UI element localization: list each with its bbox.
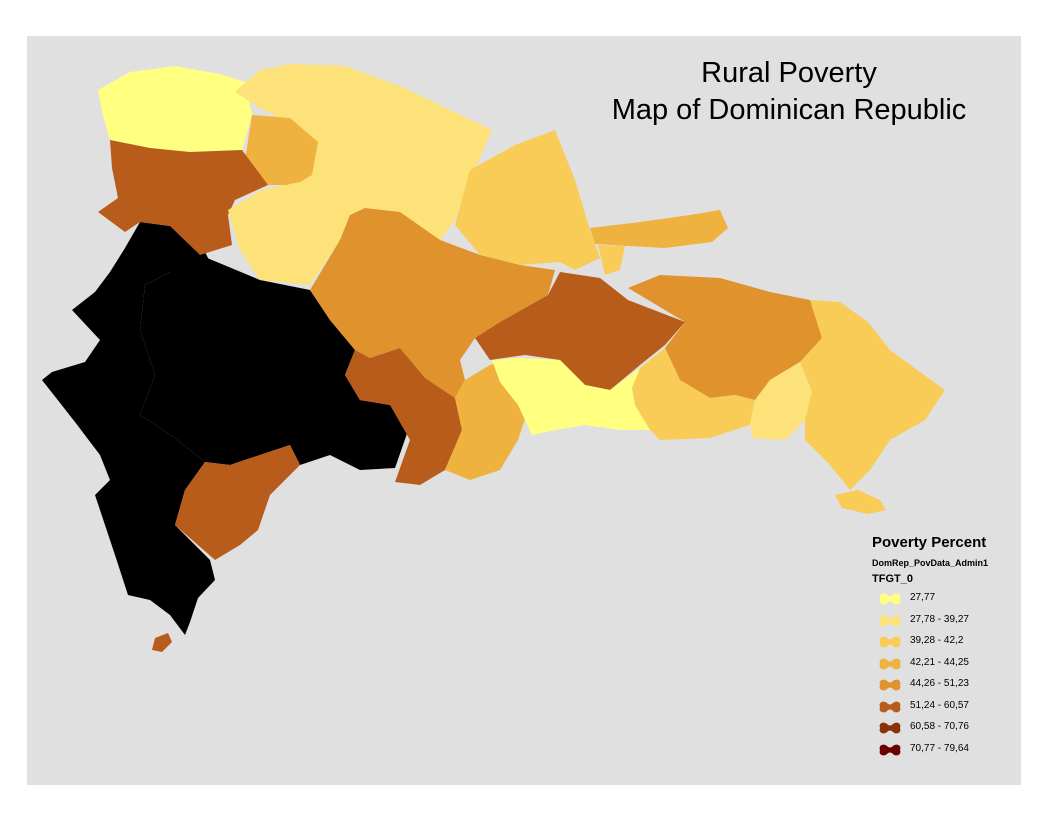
legend-item-label: 44,26 - 51,23 — [910, 678, 969, 689]
legend-item-label: 42,21 - 44,25 — [910, 656, 969, 668]
legend-swatch-icon — [879, 679, 901, 691]
legend-swatch-icon — [879, 701, 901, 712]
region-east-province[interactable] — [628, 275, 822, 400]
region-north-central-province[interactable] — [245, 115, 318, 185]
legend: Poverty Percent DomRep_PovData_Admin1 TF… — [872, 534, 1022, 763]
map-title-line1: Rural Poverty — [701, 57, 877, 89]
legend-swatch-icon — [879, 636, 901, 648]
legend-item: 44,26 - 51,23 — [872, 677, 1022, 699]
map-title-line2: Map of Dominican Republic — [611, 94, 967, 126]
region-beata-island[interactable] — [152, 633, 172, 652]
legend-swatch-icon — [879, 615, 901, 626]
legend-swatch-icon — [879, 722, 901, 734]
legend-item: 51,24 - 60,57 — [872, 699, 1022, 721]
legend-swatch-icon — [879, 658, 901, 669]
region-south-central-province[interactable] — [345, 348, 462, 485]
legend-item: 42,21 - 44,25 — [872, 656, 1022, 678]
legend-field-name: TFGT_0 — [872, 573, 913, 585]
legend-items: 27,77 27,78 - 39,27 39,28 - 42,2 42,21 - 44… — [872, 591, 1022, 763]
region-cibao-province[interactable] — [228, 182, 345, 285]
legend-layer-name: DomRep_PovData_Admin1 — [872, 558, 989, 568]
region-northeast-province[interactable] — [455, 130, 600, 270]
region-samana-peninsula[interactable] — [590, 210, 728, 248]
legend-item-label: 51,24 - 60,57 — [910, 699, 969, 711]
legend-heading: Poverty Percent — [872, 534, 987, 551]
legend-item: 39,28 - 42,2 — [872, 634, 1022, 656]
legend-item-label: 60,58 - 70,76 — [910, 721, 969, 732]
region-northwest-province[interactable] — [98, 66, 252, 152]
region-east-tip-province[interactable] — [800, 300, 945, 490]
region-saona-island[interactable] — [835, 490, 886, 514]
legend-item-label: 27,78 - 39,27 — [910, 613, 969, 625]
legend-item: 60,58 - 70,76 — [872, 720, 1022, 742]
region-santo-domingo[interactable] — [492, 358, 650, 435]
region-montecristi-area[interactable] — [98, 140, 268, 255]
region-southeast-province-b[interactable] — [750, 362, 812, 440]
region-central-province[interactable] — [310, 208, 555, 398]
region-southeast-province-a[interactable] — [632, 348, 755, 440]
legend-item: 27,77 — [872, 591, 1022, 613]
region-southwest-coastal-province[interactable] — [175, 445, 300, 560]
legend-item-label: 27,77 — [910, 592, 936, 603]
legend-swatch-icon — [879, 593, 901, 605]
region-eastern-central-province[interactable] — [475, 272, 685, 390]
legend-item-label: 70,77 - 79,64 — [910, 742, 969, 754]
region-west-border-province[interactable] — [42, 222, 215, 635]
region-southwest-inland-province[interactable] — [140, 255, 410, 470]
legend-item-label: 39,28 - 42,2 — [910, 635, 964, 646]
legend-item: 27,78 - 39,27 — [872, 613, 1022, 635]
legend-swatch-icon — [879, 744, 901, 755]
legend-item: 70,77 - 79,64 — [872, 742, 1022, 764]
region-samana-neck[interactable] — [598, 245, 625, 275]
